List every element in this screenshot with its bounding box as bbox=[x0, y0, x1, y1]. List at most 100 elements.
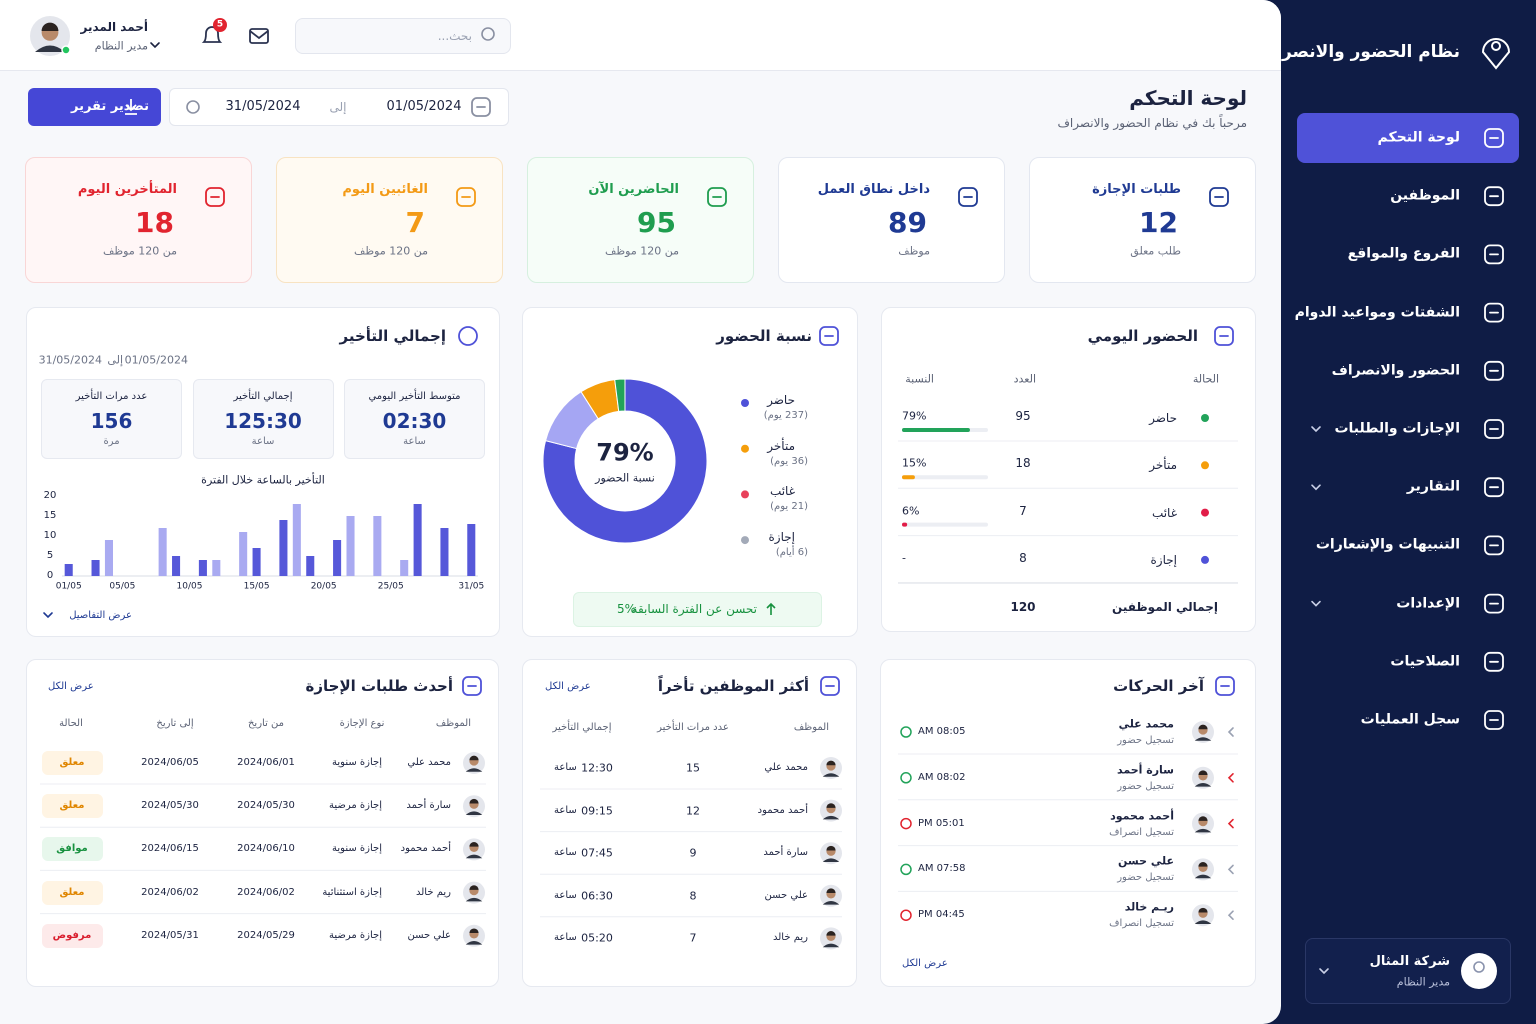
bar bbox=[104, 540, 113, 576]
x-tick-label: 20/05 bbox=[310, 581, 337, 592]
avatar-body bbox=[822, 943, 840, 948]
top-bar bbox=[0, 0, 1281, 71]
chart-title: التأخير بالساعة خلال الفترة bbox=[201, 473, 325, 487]
date-range[interactable] bbox=[169, 88, 509, 126]
move-time: 05:01 PM bbox=[918, 817, 965, 829]
status-name: غائب bbox=[1151, 505, 1177, 520]
note-text: تحسن عن الفترة السابقة bbox=[631, 601, 757, 616]
view-all[interactable]: عرض الكل bbox=[48, 681, 94, 692]
stat-card bbox=[25, 157, 252, 283]
percent-bar bbox=[902, 428, 970, 432]
nav-item[interactable]: سجل العمليات bbox=[1360, 711, 1460, 728]
mail-flap bbox=[249, 30, 269, 40]
nav-item[interactable]: الفروع والمواقع bbox=[1347, 245, 1460, 262]
bar bbox=[440, 528, 449, 576]
x-tick-label: 05/05 bbox=[109, 581, 136, 592]
date-from: 01/05/2024 bbox=[386, 99, 462, 115]
nav-item[interactable]: الإجازات والطلبات bbox=[1334, 420, 1460, 437]
employee-name: أحمد محمود bbox=[757, 804, 808, 816]
employee-name: محمد علي bbox=[764, 762, 808, 773]
view-all[interactable]: عرض الكل bbox=[902, 958, 948, 969]
nav-item[interactable]: الشفتات ومواعيد الدوام bbox=[1294, 304, 1460, 321]
legend-detail: (6 أيام) bbox=[775, 547, 808, 559]
bar bbox=[91, 560, 100, 576]
kpi-box bbox=[41, 379, 182, 459]
search-placeholder: بحث... bbox=[437, 28, 472, 43]
leave-panel bbox=[26, 659, 499, 987]
late-total: 05:20 bbox=[581, 931, 613, 945]
nav-item[interactable]: الإعدادات bbox=[1396, 595, 1460, 612]
late-total: 12:30 bbox=[581, 761, 613, 775]
nav-item[interactable]: الصلاحيات bbox=[1390, 653, 1460, 670]
stat-label: المتأخرين اليوم bbox=[77, 182, 177, 198]
bar bbox=[198, 560, 207, 576]
search-box[interactable] bbox=[295, 18, 511, 54]
leave-type: إجازة سنوية bbox=[332, 757, 382, 768]
chevron bbox=[150, 42, 160, 49]
stat-label: الحاضرين الآن bbox=[588, 182, 679, 198]
kpi-label: إجمالي التأخير bbox=[233, 391, 293, 402]
nav-icon bbox=[1484, 535, 1504, 556]
status-name: متأخر bbox=[1149, 458, 1177, 473]
kpi-value: 125:30 bbox=[224, 409, 302, 433]
view-all[interactable]: عرض الكل bbox=[545, 681, 591, 692]
column-header: إجمالي التأخير bbox=[552, 722, 612, 733]
up-arrow bbox=[766, 602, 776, 615]
legend-dot bbox=[741, 490, 749, 499]
employee-name: أحمد محمود bbox=[400, 843, 451, 855]
nav-item[interactable]: لوحة التحكم bbox=[1377, 129, 1460, 146]
leave-status: معلق bbox=[59, 757, 85, 768]
avatar-hair bbox=[469, 755, 479, 761]
percent-bar bbox=[902, 522, 908, 527]
status-name: حاضر bbox=[1149, 410, 1177, 425]
legend-name: غائب bbox=[769, 484, 795, 499]
leave-type: إجازة مرضية bbox=[329, 800, 382, 812]
legend-detail: (36 يوم) bbox=[770, 455, 808, 467]
bar bbox=[467, 524, 476, 576]
nav-item[interactable]: الحضور والانصراف bbox=[1331, 362, 1460, 379]
details-link[interactable]: عرض التفاصيل bbox=[69, 610, 132, 621]
export-button[interactable] bbox=[28, 88, 161, 126]
nav-icon bbox=[1484, 477, 1504, 498]
avatar-body bbox=[35, 45, 65, 52]
leave-status: موافق bbox=[56, 843, 88, 855]
nav-icon bbox=[1484, 186, 1504, 207]
nav-item[interactable]: التنبيهات والإشعارات bbox=[1315, 536, 1460, 553]
kpi-unit: ساعة bbox=[403, 436, 426, 447]
bar bbox=[252, 548, 261, 576]
late-panel bbox=[522, 659, 857, 987]
stat-sub: من 120 موظف bbox=[354, 244, 428, 258]
nav-item[interactable]: الموظفين bbox=[1390, 187, 1460, 204]
panel-title: أحدث طلبات الإجازة bbox=[305, 677, 453, 695]
leave-from: 2024/06/01 bbox=[237, 757, 295, 768]
avatar-hair bbox=[826, 888, 836, 894]
clock-icon bbox=[458, 326, 478, 346]
avatar-hair bbox=[1198, 724, 1208, 730]
leave-type: إجازة مرضية bbox=[329, 929, 382, 941]
avatar-hair bbox=[1198, 862, 1208, 867]
employee-name: ريم خالد bbox=[773, 932, 808, 944]
mover-name: ريـم خالد bbox=[1124, 900, 1174, 914]
stat-value: 95 bbox=[637, 206, 676, 240]
status-count: 18 bbox=[1015, 456, 1031, 471]
stat-sub: طلب معلق bbox=[1130, 244, 1181, 258]
avatar-hair bbox=[826, 803, 836, 808]
app-logo bbox=[1481, 38, 1511, 70]
avatar-hair bbox=[469, 798, 479, 804]
time-icon bbox=[900, 772, 912, 784]
stat-sub: من 120 موظف bbox=[605, 244, 679, 258]
panel-icon bbox=[1215, 676, 1235, 696]
nav-item[interactable]: التقارير bbox=[1406, 478, 1460, 495]
nav-icon bbox=[1484, 593, 1504, 614]
leave-type: إجازة سنوية bbox=[332, 843, 382, 855]
improvement-note bbox=[573, 592, 822, 627]
status-percent: 6% bbox=[902, 504, 920, 517]
status-dot bbox=[1201, 508, 1209, 517]
nav-active-bg bbox=[1297, 113, 1519, 163]
bar bbox=[158, 528, 167, 576]
column-header: الموظف bbox=[435, 718, 471, 729]
avatar-body bbox=[822, 901, 840, 905]
percent-bar bbox=[902, 475, 915, 480]
total-value: 120 bbox=[1010, 599, 1036, 614]
